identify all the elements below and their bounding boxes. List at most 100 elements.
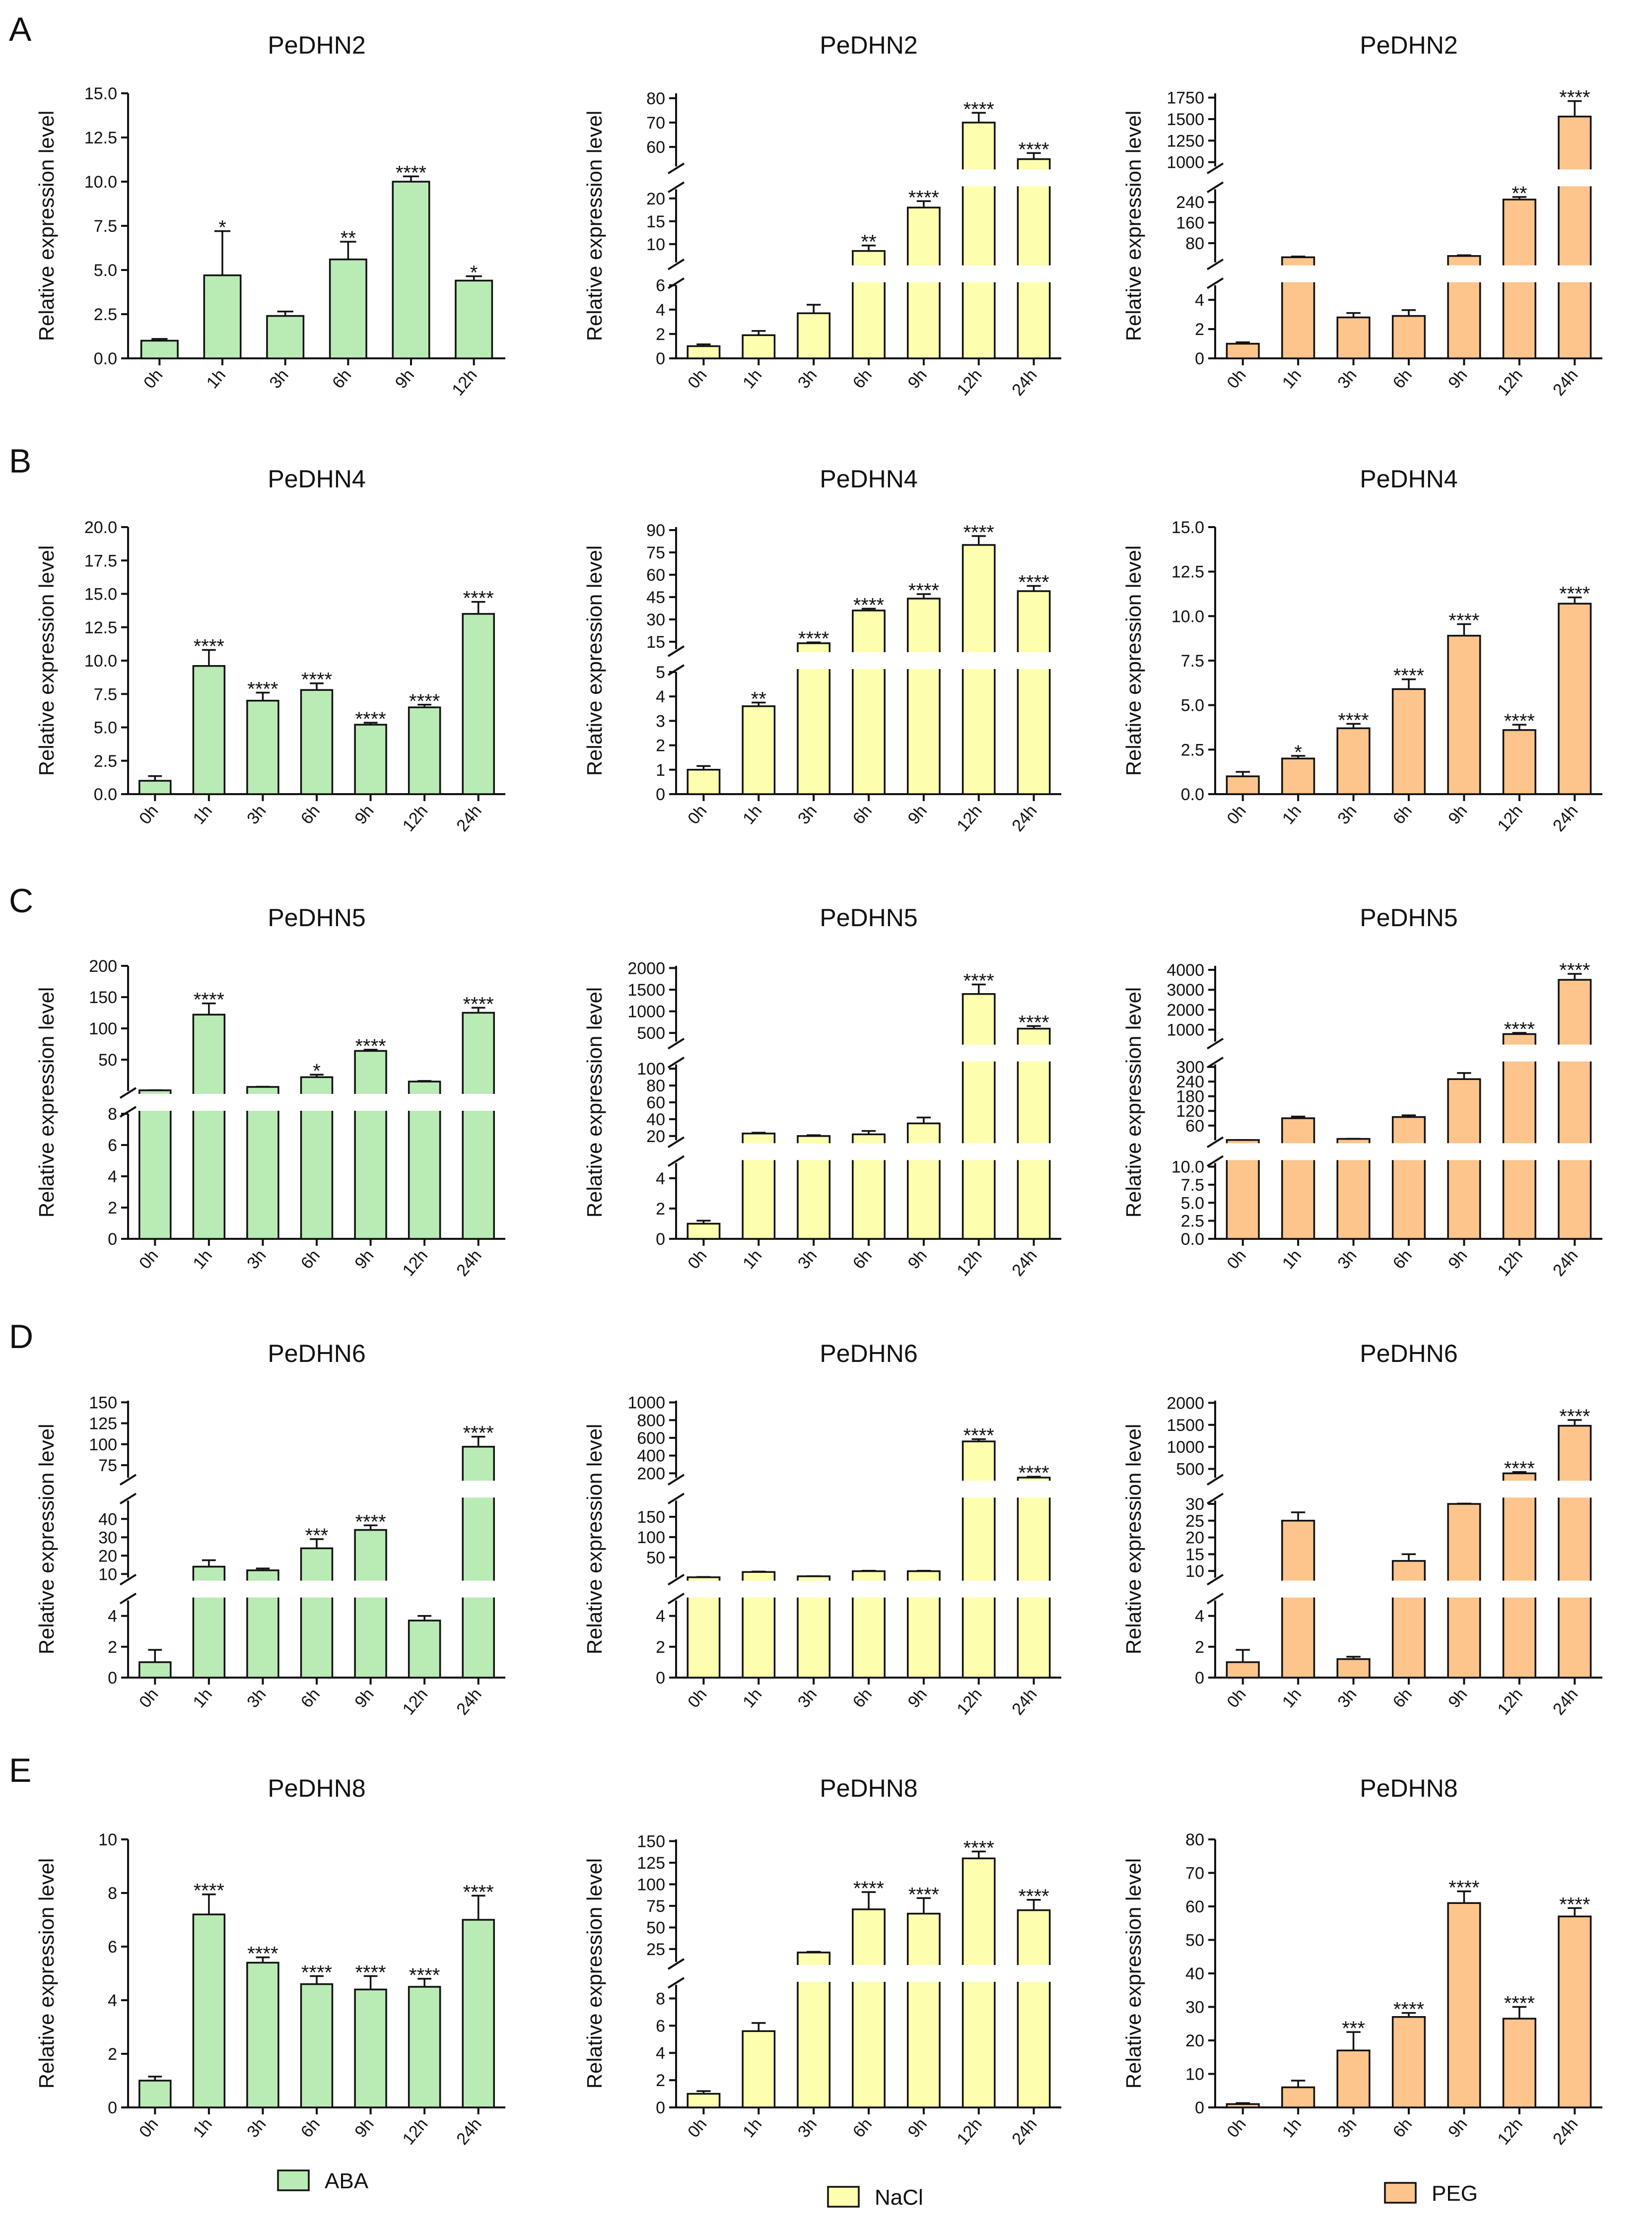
panel-title: PeDHN5 bbox=[268, 904, 365, 932]
axis-break-mark bbox=[119, 1573, 137, 1586]
y-tick-label: 10.0 bbox=[84, 652, 117, 671]
bar-break-gap bbox=[1016, 1044, 1052, 1062]
x-tick-label: 24h bbox=[453, 1685, 485, 1719]
panel-pedhn5-nacl: PeDHN5 Relative expression level 0 2 4 204060… bbox=[583, 904, 1061, 1280]
y-tick-label: 10 bbox=[98, 1830, 117, 1849]
x-tick-label: 6h bbox=[1389, 802, 1416, 828]
y-tick-label: 150 bbox=[637, 1832, 665, 1851]
bar-0h bbox=[138, 2080, 172, 2108]
x-tick-label: 12h bbox=[399, 2115, 432, 2149]
bar-break-gap bbox=[1016, 265, 1052, 282]
bar-24h bbox=[1017, 1477, 1051, 1679]
bar-1h bbox=[192, 1913, 226, 2108]
significance-label: **** bbox=[355, 1511, 386, 1533]
bar-9h bbox=[906, 598, 941, 795]
x-tick-label: 1h bbox=[190, 2115, 216, 2141]
y-tick-label: 6 bbox=[108, 1136, 117, 1155]
x-tick-label: 12h bbox=[399, 1685, 432, 1719]
bar-break-gap bbox=[795, 1143, 832, 1160]
significance-label: **** bbox=[853, 1878, 884, 1899]
x-tick-label: 0h bbox=[136, 1246, 162, 1273]
y-tick-label: 50 bbox=[646, 1918, 665, 1937]
y-tick-label: 15 bbox=[646, 633, 665, 652]
bar-break-gap bbox=[1390, 1580, 1427, 1598]
bar-9h bbox=[354, 1050, 387, 1240]
x-tick-label: 0h bbox=[684, 366, 710, 392]
x-tick-label: 3h bbox=[794, 1246, 821, 1273]
y-tick-label: 7.5 bbox=[94, 685, 117, 704]
bar-6h bbox=[852, 1908, 886, 2108]
panel-pedhn5-aba: PeDHN5 Relative expression level 0 2 4 6 8 50 10… bbox=[35, 904, 505, 1280]
y-tick-label: 15 bbox=[1185, 1545, 1204, 1564]
y-tick-label: 10.0 bbox=[1171, 607, 1204, 626]
axis-break-mark bbox=[667, 1136, 685, 1149]
y-tick-label: 0 bbox=[656, 2098, 665, 2117]
y-tick-label: 1000 bbox=[1167, 153, 1204, 172]
significance-label: *** bbox=[1342, 2018, 1365, 2039]
significance-label: **** bbox=[1559, 87, 1590, 109]
bar-12h bbox=[455, 279, 493, 359]
significance-label: **** bbox=[1018, 138, 1049, 160]
legend-label: ABA bbox=[325, 2169, 369, 2193]
bar-break-gap bbox=[461, 1580, 496, 1598]
y-tick-label: 10.0 bbox=[1171, 1158, 1204, 1177]
x-tick-label: 6h bbox=[297, 1685, 324, 1711]
bar-break-gap bbox=[1556, 169, 1593, 187]
bar-break-gap bbox=[191, 1580, 227, 1598]
bar-1h bbox=[1281, 1520, 1315, 1679]
x-tick-label: 9h bbox=[1445, 1685, 1471, 1711]
panel-title: PeDHN2 bbox=[268, 31, 365, 59]
significance-label: **** bbox=[409, 1964, 440, 1986]
significance-label: **** bbox=[409, 690, 440, 712]
y-tick-label: 10 bbox=[98, 1565, 117, 1584]
bar-break-gap bbox=[850, 652, 887, 669]
x-tick-label: 0h bbox=[1223, 366, 1249, 392]
significance-label: **** bbox=[247, 1943, 278, 1965]
x-tick-label: 1h bbox=[1279, 366, 1305, 392]
significance-label: **** bbox=[798, 628, 829, 650]
significance-label: **** bbox=[463, 1422, 494, 1444]
y-tick-label: 10 bbox=[646, 235, 665, 254]
y-tick-label: 500 bbox=[637, 1024, 665, 1043]
y-tick-label: 2 bbox=[656, 1200, 665, 1218]
bar-break-gap bbox=[407, 1094, 442, 1111]
y-tick-label: 12.5 bbox=[84, 618, 117, 637]
y-tick-label: 15.0 bbox=[1171, 518, 1204, 537]
x-tick-label: 0h bbox=[1223, 1685, 1249, 1711]
panel-title: PeDHN6 bbox=[268, 1340, 365, 1367]
bar-break-gap bbox=[850, 1580, 887, 1598]
y-tick-label: 1750 bbox=[1167, 89, 1204, 108]
bar-0h bbox=[1226, 1661, 1260, 1679]
x-tick-label: 12h bbox=[448, 366, 481, 400]
y-axis-label: Relative expression level bbox=[35, 111, 58, 341]
significance-label: ** bbox=[341, 227, 356, 249]
y-tick-label: 8 bbox=[108, 1884, 117, 1903]
x-tick-label: 6h bbox=[1389, 1685, 1416, 1711]
y-axis-label: Relative expression level bbox=[1122, 987, 1145, 1218]
bar-24h bbox=[1017, 158, 1051, 359]
y-tick-label: 240 bbox=[1176, 1073, 1204, 1091]
bar-6h bbox=[852, 609, 886, 795]
x-tick-label: 12h bbox=[399, 802, 432, 835]
significance-label: **** bbox=[463, 1881, 494, 1903]
y-tick-label: 60 bbox=[646, 1093, 665, 1112]
bar-24h bbox=[1558, 1424, 1592, 1679]
bar-break-gap bbox=[1501, 1044, 1538, 1062]
x-tick-label: 1h bbox=[1279, 2115, 1305, 2141]
y-tick-label: 800 bbox=[637, 1411, 665, 1430]
panel-title: PeDHN8 bbox=[268, 1774, 365, 1802]
axis-break-mark bbox=[667, 645, 685, 657]
bar-break-gap bbox=[795, 1580, 832, 1598]
axis-break-mark bbox=[667, 1977, 685, 1989]
y-tick-label: 2 bbox=[108, 1199, 117, 1217]
significance-label: **** bbox=[908, 1884, 939, 1905]
x-tick-label: 3h bbox=[794, 1685, 821, 1711]
y-tick-label: 2000 bbox=[627, 959, 665, 978]
y-tick-label: 300 bbox=[1176, 1058, 1204, 1077]
x-tick-label: 6h bbox=[849, 802, 876, 828]
x-tick-label: 24h bbox=[1549, 1685, 1582, 1719]
x-tick-label: 12h bbox=[1494, 2115, 1526, 2149]
x-tick-label: 3h bbox=[794, 2115, 821, 2141]
